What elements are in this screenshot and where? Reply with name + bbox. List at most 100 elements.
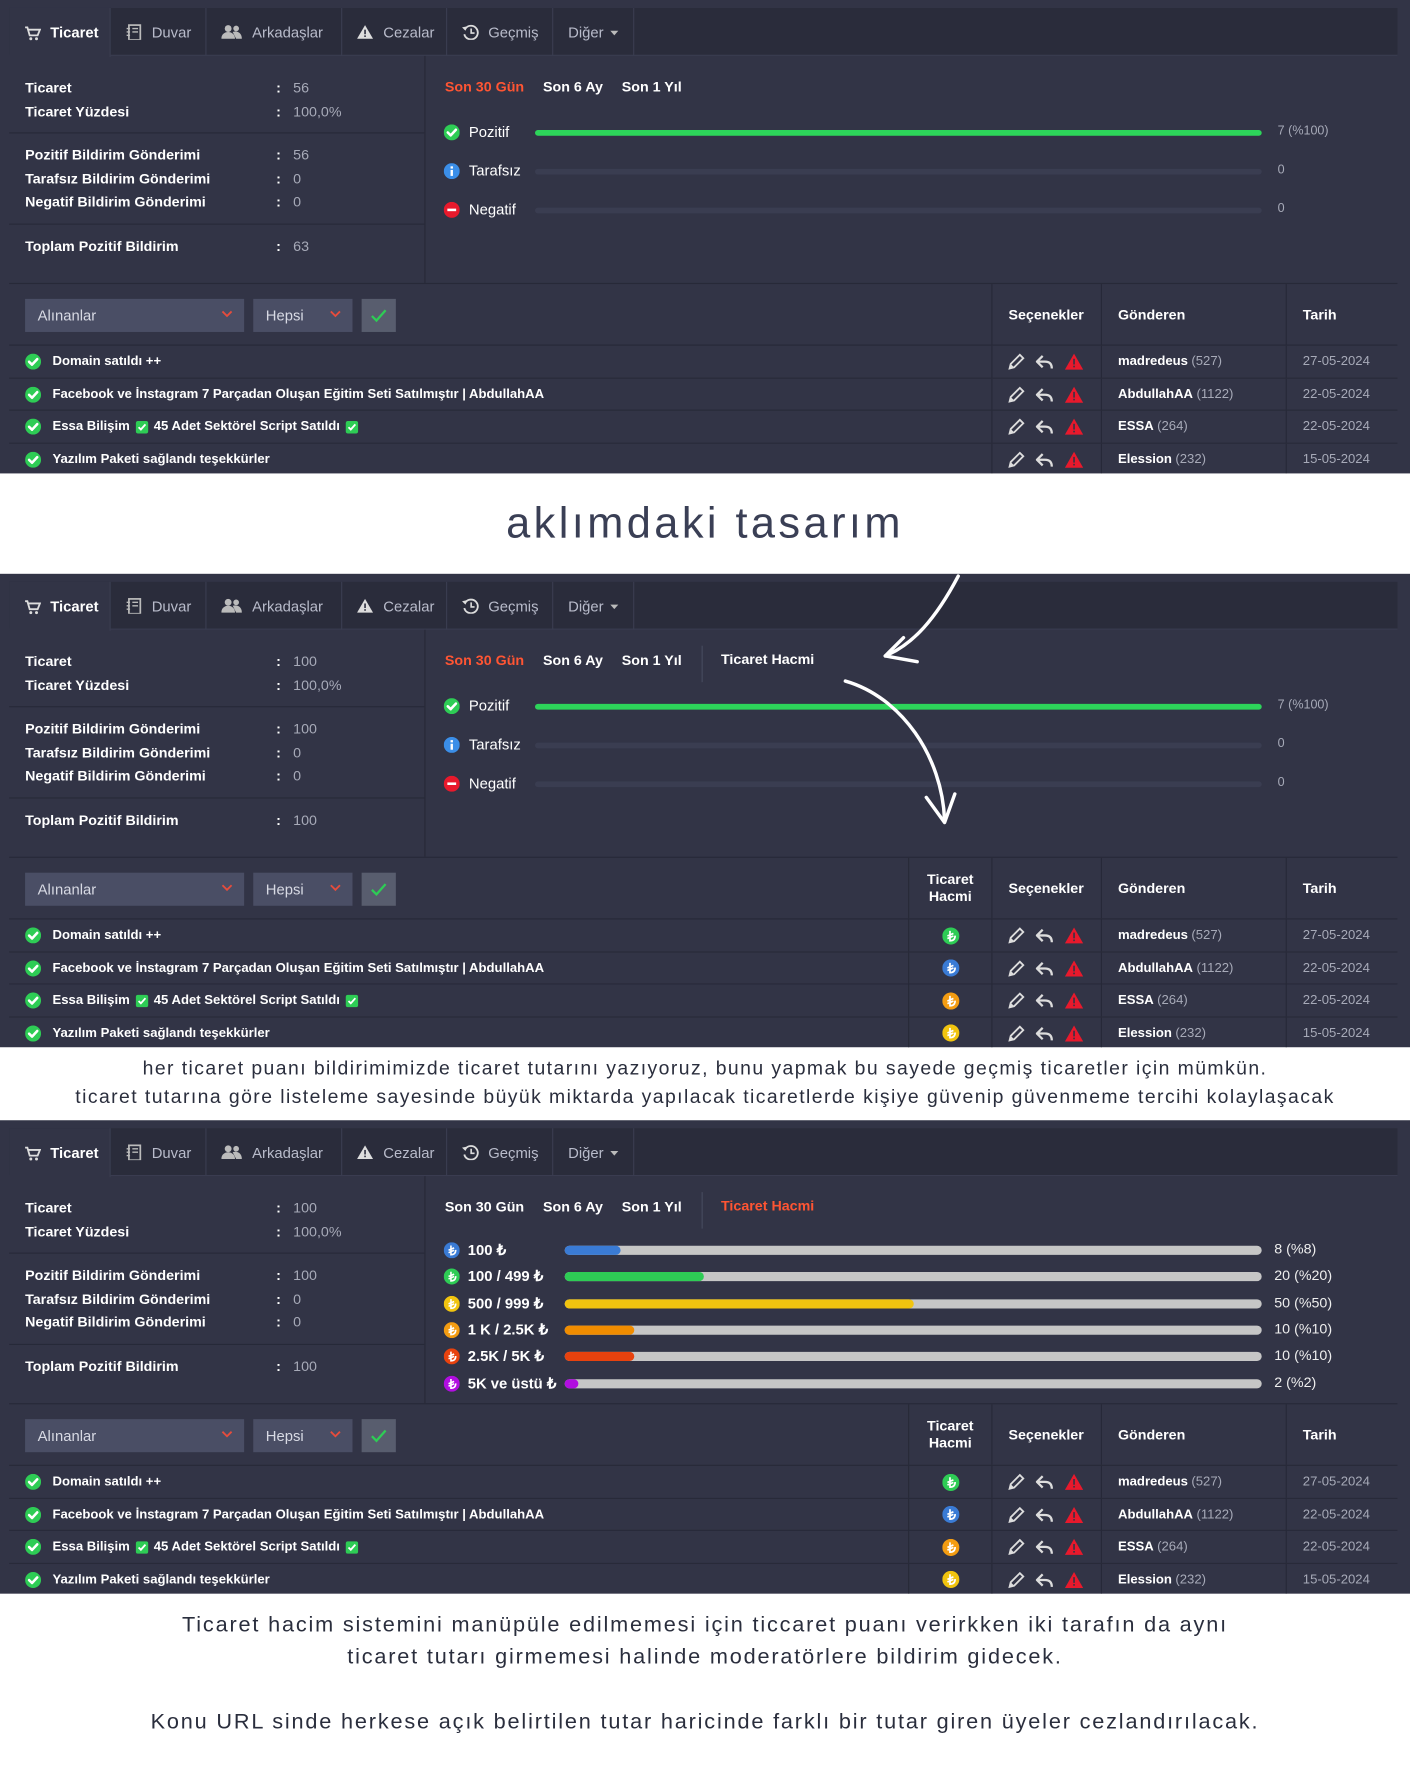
tab[interactable]: Geçmiş (447, 7, 554, 56)
report-icon[interactable] (1064, 1538, 1084, 1556)
sender-name[interactable]: Elession (1117, 1026, 1172, 1040)
apply-button[interactable] (361, 872, 396, 906)
period-tab[interactable]: Son 30 Gün (444, 1198, 525, 1215)
stat-colon: : (276, 811, 281, 828)
reply-icon[interactable] (1035, 385, 1054, 403)
report-icon[interactable] (1064, 385, 1084, 403)
edit-icon[interactable] (1007, 353, 1025, 371)
bar-label: Tarafsız (468, 735, 521, 753)
reply-icon[interactable] (1035, 991, 1054, 1009)
bar-value: 0 (1277, 163, 1285, 177)
volume-tab[interactable]: Ticaret Hacmi (720, 651, 815, 668)
edit-icon[interactable] (1007, 926, 1025, 944)
report-icon[interactable] (1064, 1505, 1084, 1523)
sender-count: (1122) (1196, 1507, 1234, 1522)
tab[interactable]: Diğer (553, 581, 635, 630)
report-icon[interactable] (1064, 353, 1084, 371)
report-icon[interactable] (1064, 1024, 1084, 1042)
edit-icon[interactable] (1007, 991, 1025, 1009)
tab[interactable]: Diğer (553, 7, 635, 56)
tab-label: Arkadaşlar (252, 597, 324, 615)
report-icon[interactable] (1064, 418, 1084, 436)
tab-label: Cezalar (383, 597, 435, 615)
tab[interactable]: Arkadaşlar (206, 1128, 343, 1177)
tab[interactable]: Geçmiş (447, 581, 554, 630)
sender-name[interactable]: AbdullahAA (1117, 1507, 1194, 1522)
period-tab[interactable]: Son 6 Ay (543, 1198, 603, 1215)
tab[interactable]: Duvar (111, 7, 207, 56)
sender-name[interactable]: madredeus (1117, 354, 1188, 369)
edit-icon[interactable] (1007, 450, 1025, 468)
reply-icon[interactable] (1035, 926, 1054, 944)
tab-caret (610, 30, 619, 35)
filter-dropdown[interactable]: Hepsi (253, 298, 353, 332)
reply-icon[interactable] (1035, 959, 1054, 977)
reply-icon[interactable] (1035, 1570, 1054, 1588)
tab[interactable]: Cezalar (342, 581, 448, 630)
report-icon[interactable] (1064, 991, 1084, 1009)
stat-row: Ticaret Yüzdesi:100,0% (9, 674, 424, 697)
apply-button[interactable] (361, 298, 396, 332)
tab[interactable]: Ticaret (9, 1128, 111, 1178)
period-tab[interactable]: Son 1 Yıl (621, 652, 682, 669)
edit-icon[interactable] (1007, 1538, 1025, 1556)
sender-name[interactable]: ESSA (1117, 1540, 1154, 1554)
report-icon[interactable] (1064, 926, 1084, 944)
edit-icon[interactable] (1007, 1505, 1025, 1523)
tab[interactable]: Cezalar (342, 1128, 448, 1177)
sender-name[interactable]: AbdullahAA (1117, 961, 1194, 975)
sender-name[interactable]: madredeus (1117, 1475, 1188, 1489)
tab[interactable]: Geçmiş (447, 1128, 554, 1177)
reply-icon[interactable] (1035, 353, 1054, 371)
edit-icon[interactable] (1007, 385, 1025, 403)
reply-icon[interactable] (1035, 450, 1054, 468)
tab[interactable]: Ticaret (9, 7, 111, 58)
volume-tab[interactable]: Ticaret Hacmi (720, 1197, 815, 1214)
tab[interactable]: Arkadaşlar (206, 7, 343, 56)
reply-icon[interactable] (1035, 418, 1054, 436)
report-icon[interactable] (1064, 1473, 1084, 1491)
tab[interactable]: Duvar (111, 1128, 207, 1177)
edit-icon[interactable] (1007, 1570, 1025, 1588)
edit-icon[interactable] (1007, 418, 1025, 436)
period-tab[interactable]: Son 6 Ay (543, 78, 603, 95)
tab[interactable]: Diğer (553, 1128, 635, 1177)
sender-name[interactable]: ESSA (1117, 419, 1154, 434)
period-tab[interactable]: Son 30 Gün (444, 652, 525, 669)
sender-cell: madredeus (527) (1100, 1465, 1286, 1498)
report-icon[interactable] (1064, 959, 1084, 977)
apply-button[interactable] (361, 1419, 396, 1453)
tab[interactable]: Ticaret (9, 581, 111, 631)
edit-icon[interactable] (1007, 1024, 1025, 1042)
period-tab[interactable]: Son 1 Yıl (621, 1198, 682, 1215)
stat-row: Pozitif Bildirim Gönderimi:100 (9, 1264, 424, 1287)
reply-icon[interactable] (1035, 1538, 1054, 1556)
tab-label: Cezalar (383, 23, 435, 41)
sender-name[interactable]: Elession (1117, 452, 1172, 467)
reply-icon[interactable] (1035, 1473, 1054, 1491)
period-tab[interactable]: Son 30 Gün (444, 78, 525, 95)
filter-dropdown[interactable]: Alınanlar (25, 1419, 245, 1453)
sender-name[interactable]: madredeus (1117, 928, 1188, 943)
filter-label: Hepsi (265, 880, 304, 898)
volume-icon (941, 1473, 959, 1491)
sender-name[interactable]: AbdullahAA (1117, 387, 1194, 401)
filter-dropdown[interactable]: Hepsi (253, 872, 353, 906)
tab[interactable]: Arkadaşlar (206, 581, 343, 630)
period-tab[interactable]: Son 1 Yıl (621, 78, 682, 95)
sender-name[interactable]: Elession (1117, 1572, 1172, 1587)
filter-dropdown[interactable]: Hepsi (253, 1419, 353, 1453)
reply-icon[interactable] (1035, 1024, 1054, 1042)
edit-icon[interactable] (1007, 959, 1025, 977)
period-tab[interactable]: Son 6 Ay (543, 652, 603, 669)
edit-icon[interactable] (1007, 1473, 1025, 1491)
tab[interactable]: Cezalar (342, 7, 448, 56)
reply-icon[interactable] (1035, 1505, 1054, 1523)
filter-dropdown[interactable]: Alınanlar (25, 872, 245, 906)
sender-name[interactable]: ESSA (1117, 993, 1154, 1008)
filter-dropdown[interactable]: Alınanlar (25, 298, 245, 332)
report-icon[interactable] (1064, 1570, 1084, 1588)
sender-cell: AbdullahAA (1122) (1100, 1498, 1286, 1531)
tab[interactable]: Duvar (111, 581, 207, 630)
report-icon[interactable] (1064, 450, 1084, 468)
